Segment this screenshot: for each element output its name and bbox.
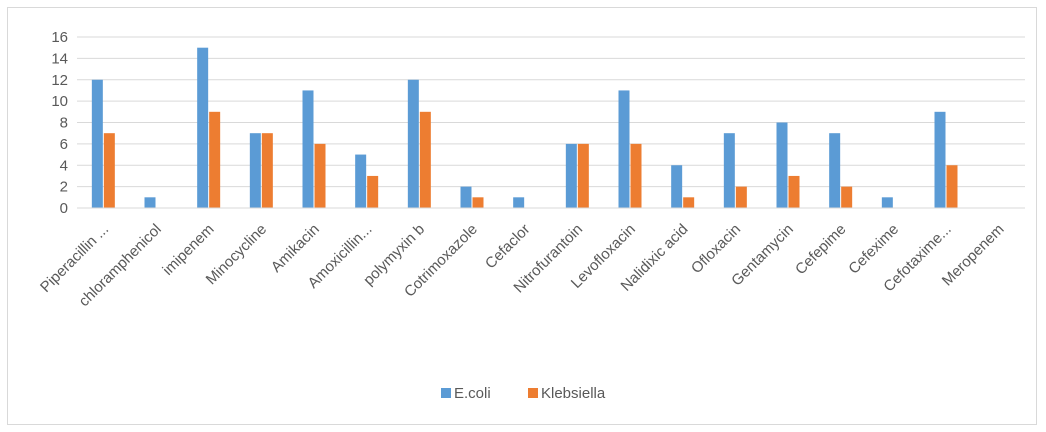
bar-e-coli-0 — [91, 79, 103, 208]
bars — [91, 47, 958, 208]
bar-e-coli-3 — [249, 133, 261, 208]
y-tick-label: 4 — [60, 157, 68, 174]
bar-e-coli-7 — [460, 186, 472, 208]
gridlines — [77, 36, 1025, 188]
y-tick-label: 2 — [60, 179, 68, 196]
bar-klebsiella-3 — [261, 133, 273, 208]
y-tick-label: 14 — [51, 50, 68, 67]
legend-label: E.coli — [454, 385, 491, 402]
legend-swatch-e-coli — [441, 388, 451, 398]
bar-e-coli-14 — [829, 133, 841, 208]
bar-e-coli-9 — [565, 143, 577, 208]
bar-e-coli-12 — [723, 133, 735, 208]
bar-e-coli-11 — [671, 165, 683, 208]
bar-e-coli-15 — [881, 197, 893, 208]
bar-klebsiella-7 — [472, 197, 484, 208]
bar-e-coli-10 — [618, 90, 630, 208]
legend: E.coli Klebsiella — [441, 385, 606, 402]
bar-klebsiella-9 — [577, 143, 589, 208]
y-tick-label: 10 — [51, 93, 68, 110]
legend-swatch-klebsiella — [528, 388, 538, 398]
bar-klebsiella-0 — [103, 133, 115, 208]
bar-klebsiella-2 — [209, 111, 221, 208]
bar-klebsiella-12 — [735, 186, 747, 208]
bar-e-coli-1 — [144, 197, 156, 208]
x-category-label: Amikacin — [268, 221, 323, 276]
bar-e-coli-16 — [934, 111, 946, 208]
x-category-label: Cefaclor — [482, 221, 534, 273]
bar-klebsiella-5 — [367, 175, 379, 208]
legend-label: Klebsiella — [541, 385, 606, 402]
bar-klebsiella-16 — [946, 165, 958, 208]
bar-klebsiella-11 — [683, 197, 695, 208]
x-category-label: Cefepime — [792, 221, 849, 278]
y-tick-label: 8 — [60, 115, 68, 132]
y-tick-label: 12 — [51, 72, 68, 89]
chart-area — [7, 7, 1037, 425]
bar-klebsiella-10 — [630, 143, 642, 208]
bar-e-coli-6 — [407, 79, 419, 208]
y-axis-tick-labels: 0 2 4 6 8 10 12 14 16 — [51, 29, 68, 217]
bar-e-coli-4 — [302, 90, 314, 208]
y-tick-label: 0 — [60, 200, 68, 217]
x-axis-category-labels: Piperacillin ...chloramphenicolimipenemM… — [37, 221, 1007, 310]
y-tick-label: 6 — [60, 136, 68, 153]
bar-e-coli-5 — [355, 154, 367, 208]
bar-e-coli-2 — [197, 47, 209, 208]
bar-e-coli-13 — [776, 122, 788, 208]
bar-klebsiella-4 — [314, 143, 326, 208]
bar-e-coli-8 — [513, 197, 525, 208]
bar-klebsiella-6 — [419, 111, 431, 208]
bar-klebsiella-14 — [841, 186, 853, 208]
y-tick-label: 16 — [51, 29, 68, 46]
bar-klebsiella-13 — [788, 175, 800, 208]
